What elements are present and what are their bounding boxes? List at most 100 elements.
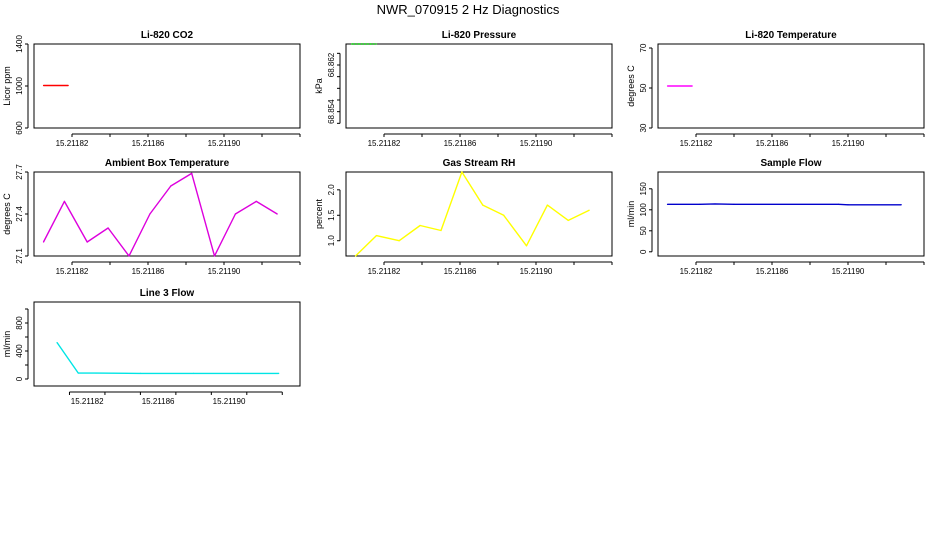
y-axis-label: ml/min	[626, 201, 636, 228]
x-tick-label: 15.21182	[680, 267, 713, 276]
data-point	[525, 245, 528, 247]
y-axis: 30 50 70	[639, 43, 653, 132]
y-axis-label: Licor ppm	[2, 66, 12, 106]
y-axis-label: degrees C	[2, 193, 12, 235]
chart-title: Li-820 Pressure	[442, 30, 517, 41]
plot-frame	[345, 43, 613, 129]
series-line	[667, 203, 902, 206]
y-tick-label: 0	[639, 249, 648, 254]
y-axis: 68.854 68.862	[327, 52, 341, 124]
x-axis: 15.21182 15.21186 15.21190	[56, 261, 301, 276]
data-point	[67, 84, 69, 87]
data-point	[234, 213, 236, 215]
x-axis: 15.21182 15.21186 15.21190	[680, 261, 925, 276]
y-axis-label: degrees C	[626, 65, 636, 107]
data-point	[546, 204, 549, 206]
x-tick-label: 15.21182	[368, 139, 401, 148]
x-tick-label: 15.21186	[142, 397, 175, 406]
y-axis-label: percent	[314, 198, 324, 229]
y-tick-label: 70	[639, 43, 648, 52]
x-tick-label: 15.21190	[520, 139, 553, 148]
y-tick-label: 27.7	[15, 164, 24, 180]
x-tick-label: 15.21186	[756, 267, 789, 276]
y-tick-label: 68.862	[327, 52, 336, 77]
data-point	[193, 372, 195, 374]
data-point	[375, 235, 377, 237]
x-axis: 15.21182 15.21186 15.21190	[56, 133, 301, 148]
x-tick-label: 15.21182	[368, 267, 401, 276]
x-tick-label: 15.21190	[208, 139, 241, 148]
y-tick-label: 50	[639, 226, 648, 235]
chart-panel-4: Ambient Box Temperature 27.1 27.4 27.7 degre…	[2, 158, 301, 276]
y-axis: 1.0 1.5 2.0	[327, 184, 341, 247]
chart-title: Sample Flow	[760, 158, 821, 169]
y-tick-label: 150	[639, 182, 648, 196]
x-tick-label: 15.21186	[132, 139, 165, 148]
y-axis: 27.1 27.4 27.7	[15, 164, 29, 264]
data-point	[900, 204, 902, 206]
data-point	[461, 171, 463, 173]
x-axis: 15.21182 15.21186 15.21190	[680, 133, 925, 148]
y-axis: 0 50 100 150	[639, 182, 653, 254]
x-axis: 15.21182 15.21186 15.21190	[68, 391, 283, 406]
x-axis: 15.21182 15.21186 15.21190	[368, 261, 613, 276]
y-tick-label: 2.0	[327, 184, 336, 196]
y-axis: 0 400 800	[15, 308, 29, 381]
series-line	[56, 342, 279, 375]
data-point	[237, 372, 239, 374]
chart-panel-3: Li-820 Temperature 30 50 70 degrees C 15.2118…	[626, 30, 925, 148]
data-point	[42, 241, 45, 243]
data-point	[63, 200, 65, 202]
data-point	[567, 219, 569, 221]
data-point	[482, 204, 484, 206]
plot-frame	[657, 171, 925, 257]
data-point	[42, 84, 45, 87]
data-point	[375, 43, 377, 45]
plot-frame	[33, 43, 301, 129]
y-tick-label: 27.4	[15, 206, 24, 222]
y-tick-label: 1400	[15, 35, 24, 53]
x-tick-label: 15.21190	[832, 139, 865, 148]
figure-title: NWR_070915 2 Hz Diagnostics	[376, 2, 560, 17]
data-point	[170, 185, 172, 187]
data-point	[276, 213, 278, 215]
data-point	[86, 241, 88, 243]
x-tick-label: 15.21182	[56, 267, 89, 276]
data-point	[419, 224, 421, 227]
data-point	[733, 203, 735, 205]
y-tick-label: 1.0	[327, 235, 336, 247]
y-tick-label: 800	[15, 316, 24, 330]
data-point	[56, 342, 58, 344]
data-point	[354, 255, 357, 257]
y-tick-label: 50	[639, 83, 648, 92]
x-tick-label: 15.21186	[444, 139, 477, 148]
y-tick-label: 0	[15, 376, 24, 381]
data-point	[503, 214, 505, 216]
y-axis-label: ml/min	[2, 331, 12, 358]
x-axis: 15.21182 15.21186 15.21190	[368, 133, 613, 148]
data-point	[398, 240, 400, 242]
data-point	[77, 372, 79, 374]
x-tick-label: 15.21186	[756, 139, 789, 148]
data-point	[699, 203, 701, 205]
x-tick-label: 15.21182	[71, 397, 104, 406]
data-point	[666, 85, 669, 87]
data-point	[149, 213, 151, 215]
data-point	[107, 227, 109, 229]
x-tick-label: 15.21190	[832, 267, 865, 276]
y-tick-label: 1.5	[327, 209, 336, 221]
data-point	[440, 229, 442, 232]
y-tick-label: 30	[639, 123, 648, 132]
data-point	[691, 85, 693, 87]
x-tick-label: 15.21186	[444, 267, 477, 276]
plot-frame	[33, 301, 301, 387]
data-point	[139, 372, 141, 374]
x-tick-label: 15.21186	[132, 267, 165, 276]
data-point	[714, 203, 716, 205]
plot-frame	[345, 171, 613, 257]
data-point	[191, 172, 193, 174]
y-axis-label: kPa	[314, 78, 324, 94]
